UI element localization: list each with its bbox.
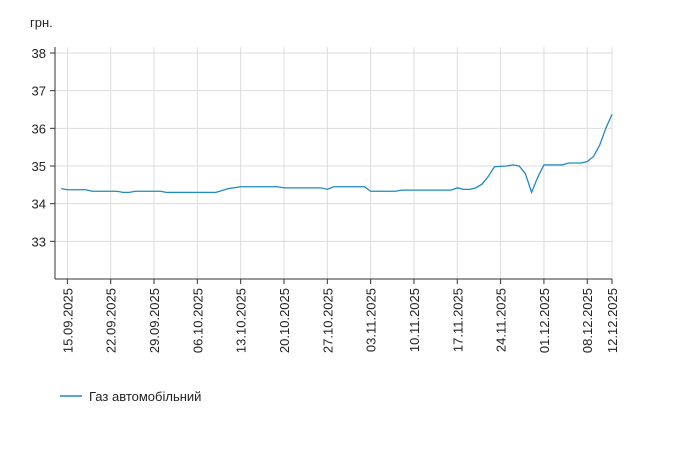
x-tick-label: 27.10.2025	[320, 288, 335, 353]
x-tick-label: 22.09.2025	[104, 288, 119, 353]
y-tick-label: 36	[32, 121, 46, 136]
y-axis-label: грн.	[30, 15, 53, 30]
x-tick-label: 06.10.2025	[190, 288, 205, 353]
x-tick-label: 20.10.2025	[277, 288, 292, 353]
x-tick-label: 17.11.2025	[450, 288, 465, 352]
y-tick-label: 35	[32, 159, 46, 174]
x-tick-label: 13.10.2025	[234, 288, 249, 353]
y-tick-label: 38	[32, 46, 46, 61]
x-tick-label: 29.09.2025	[147, 288, 162, 353]
x-tick-label: 08.12.2025	[580, 288, 595, 353]
y-tick-label: 34	[32, 197, 46, 212]
x-tick-label: 24.11.2025	[494, 288, 509, 352]
legend-label: Газ автомобільний	[89, 389, 201, 404]
x-tick-label: 10.11.2025	[407, 288, 422, 352]
x-tick-label: 12.12.2025	[605, 288, 620, 353]
y-tick-label: 33	[32, 234, 46, 249]
data-line	[61, 114, 613, 195]
x-tick-label: 03.11.2025	[364, 288, 379, 352]
x-tick-label: 15.09.2025	[60, 288, 75, 353]
x-tick-label: 01.12.2025	[537, 288, 552, 353]
y-tick-label: 37	[32, 84, 46, 99]
